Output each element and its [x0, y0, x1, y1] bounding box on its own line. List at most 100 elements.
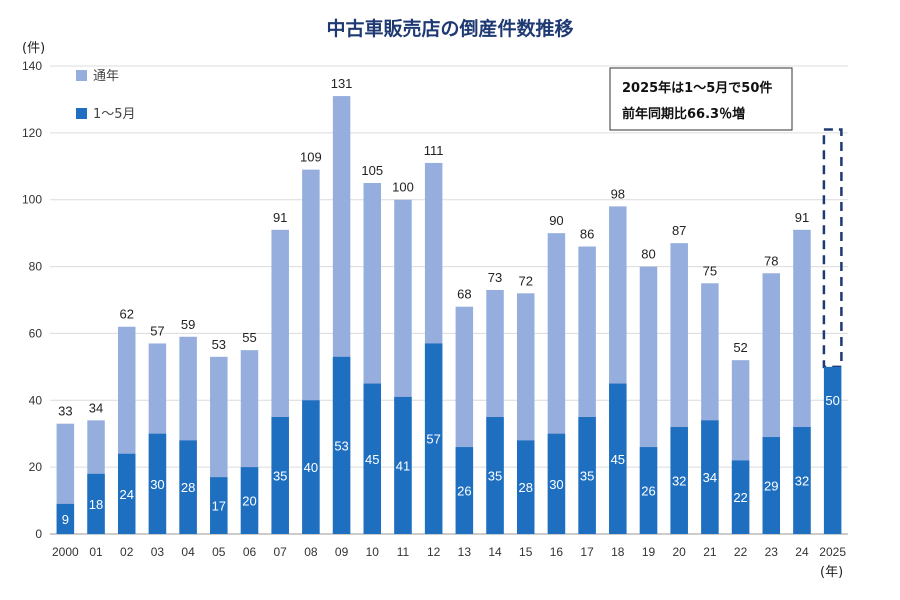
- bar-jan-may: [455, 447, 474, 534]
- data-label-annual: 91: [273, 210, 287, 225]
- bar-jan-may: [394, 396, 412, 534]
- bar-jan-may: [240, 467, 259, 534]
- data-label-annual: 86: [580, 227, 594, 242]
- x-tick-label: 13: [458, 545, 472, 559]
- x-tick-label: 08: [304, 545, 318, 559]
- y-axis-ticks: 0 20 40 60 80 100 120 140: [22, 59, 42, 541]
- data-label-annual: 52: [733, 340, 747, 355]
- data-label-jan-may: 32: [672, 474, 686, 489]
- x-tick-label: 2000: [52, 545, 79, 559]
- annotation-box: 2025年は1～5月で50件 前年同期比66.3％増: [609, 67, 793, 131]
- x-tick-label: 07: [274, 545, 288, 559]
- y-tick-label: 0: [35, 527, 42, 541]
- x-tick-label: 19: [642, 545, 656, 559]
- bar-jan-may: [578, 417, 596, 534]
- y-tick-label: 40: [29, 393, 43, 407]
- annotation-line-2: 前年同期比66.3％増: [622, 106, 745, 122]
- legend-swatch-jan-may: [76, 108, 87, 119]
- x-tick-label: 18: [611, 545, 625, 559]
- x-tick-label: 03: [151, 545, 165, 559]
- data-label-jan-may: 18: [89, 497, 103, 512]
- legend-label-annual: 通年: [93, 69, 119, 84]
- x-tick-label: 20: [673, 545, 687, 559]
- x-tick-label: 21: [703, 545, 717, 559]
- bar-jan-may: [609, 383, 627, 534]
- bar-jan-may: [670, 427, 688, 534]
- data-label-jan-may: 35: [488, 469, 502, 484]
- data-label-jan-may: 17: [212, 499, 226, 514]
- data-label-annual: 90: [549, 213, 563, 228]
- data-label-annual: 87: [672, 223, 686, 238]
- x-tick-label: 17: [580, 545, 594, 559]
- x-tick-label: 06: [243, 545, 257, 559]
- bar-jan-may: [793, 427, 811, 534]
- x-tick-label: 04: [181, 545, 195, 559]
- data-label-annual: 91: [795, 210, 809, 225]
- data-label-annual: 34: [89, 400, 103, 415]
- x-tick-label: 14: [488, 545, 502, 559]
- data-label-annual: 109: [300, 150, 322, 165]
- data-label-annual: 55: [242, 330, 256, 345]
- bar-jan-may: [332, 356, 351, 534]
- data-label-annual: 73: [488, 270, 502, 285]
- data-label-annual: 68: [457, 287, 471, 302]
- x-tick-label: 15: [519, 545, 533, 559]
- x-tick-label: 12: [427, 545, 441, 559]
- data-label-jan-may: 26: [457, 484, 471, 499]
- bar-jan-may: [762, 437, 781, 534]
- data-label-annual: 100: [392, 180, 414, 195]
- data-label-jan-may: 28: [518, 480, 532, 495]
- bar-jan-may: [148, 433, 167, 534]
- bar-jan-may: [547, 433, 566, 534]
- dashed-projection-box: [822, 128, 843, 369]
- y-tick-label: 140: [22, 59, 42, 73]
- x-tick-label: 16: [550, 545, 564, 559]
- data-label-annual: 75: [703, 263, 717, 278]
- annotation-line-1: 2025年は1～5月で50件: [622, 80, 772, 96]
- bar-jan-may: [701, 420, 719, 534]
- x-tick-label: 2025: [819, 545, 846, 559]
- data-label-jan-may: 22: [733, 490, 747, 505]
- y-tick-label: 100: [22, 193, 42, 207]
- data-label-jan-may: 30: [150, 477, 164, 492]
- grid-lines: [50, 65, 848, 535]
- legend: 通年 1～5月: [76, 69, 136, 122]
- data-label-jan-may: 20: [242, 494, 256, 509]
- legend-label-jan-may: 1～5月: [93, 107, 136, 122]
- data-labels: 33 9 34 18 62 24 57 30 59 28 53 17 55 20 91 35 109 40 131 5…: [58, 76, 840, 527]
- bar-jan-may: [87, 473, 105, 534]
- data-label-jan-may: 57: [426, 432, 440, 447]
- data-label-jan-may: 34: [703, 470, 717, 485]
- x-tick-label: 01: [89, 545, 103, 559]
- bar-jan-may: [731, 460, 750, 534]
- bar-jan-may: [179, 440, 197, 534]
- x-tick-label: 23: [765, 545, 779, 559]
- data-label-annual: 33: [58, 404, 72, 419]
- x-tick-label: 11: [397, 545, 410, 559]
- data-label-jan-may: 35: [273, 469, 287, 484]
- data-label-annual: 59: [181, 317, 195, 332]
- bar-jan-may: [823, 366, 842, 534]
- data-label-annual: 105: [361, 163, 383, 178]
- x-tick-label: 02: [120, 545, 134, 559]
- x-tick-label: 24: [795, 545, 809, 559]
- bar-jan-may: [639, 447, 658, 534]
- data-label-jan-may: 35: [580, 469, 594, 484]
- data-label-jan-may: 26: [641, 484, 655, 499]
- y-axis-unit: (件): [22, 41, 45, 56]
- bar-jan-may: [486, 417, 504, 534]
- data-label-jan-may: 24: [119, 487, 133, 502]
- x-axis-ticks: 2000 01 02 03 04 05 06 07 08 09 10 11 12 13 14 15 16 17 18…: [52, 545, 846, 559]
- x-axis-unit: (年): [820, 565, 843, 580]
- x-tick-label: 05: [212, 545, 226, 559]
- bar-jan-may: [424, 343, 443, 534]
- x-tick-label: 09: [335, 545, 349, 559]
- data-label-annual: 53: [212, 337, 226, 352]
- x-tick-label: 10: [366, 545, 380, 559]
- bar-jan-may: [516, 440, 535, 534]
- chart-title: 中古車販売店の倒産件数推移: [326, 17, 573, 40]
- data-label-jan-may: 53: [334, 438, 348, 453]
- data-label-annual: 80: [641, 247, 655, 262]
- data-label-annual: 111: [424, 143, 444, 158]
